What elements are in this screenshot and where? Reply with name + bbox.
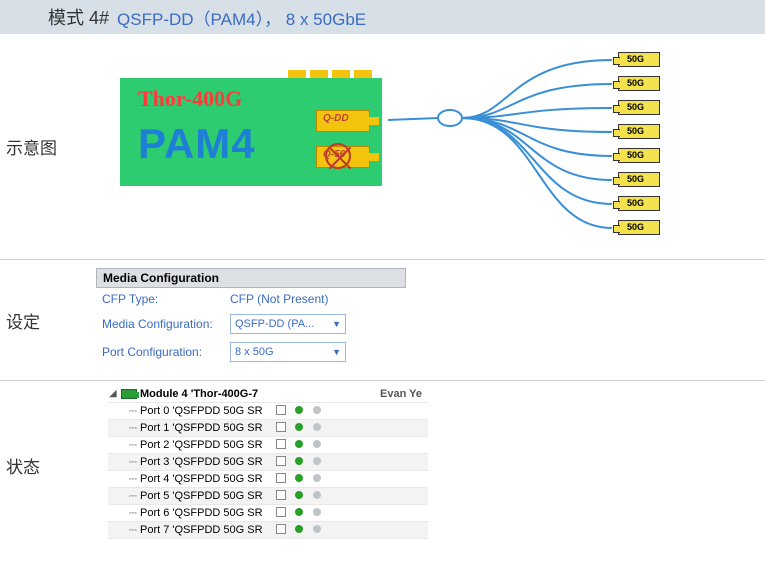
settings-select[interactable]: QSFP-DD (PA... ▼ — [230, 314, 346, 334]
settings-label: Media Configuration: — [102, 317, 230, 331]
led-grey-icon — [313, 491, 321, 499]
media-config-title: Media Configuration — [96, 268, 406, 288]
port-row[interactable]: ⎓Port 5 'QSFPDD 50G SR — [108, 488, 428, 505]
port-checkbox[interactable] — [276, 490, 286, 500]
media-config-panel: Media Configuration CFP Type:CFP (Not Pr… — [96, 268, 406, 366]
port-icon: ⎓ — [126, 406, 140, 417]
module-icon — [121, 389, 137, 399]
port-icon: ⎓ — [126, 525, 140, 536]
settings-row-2: Port Configuration: 8 x 50G ▼ — [96, 338, 406, 366]
settings-row-0: CFP Type:CFP (Not Present) — [96, 288, 406, 310]
sfp-module-5: 50G — [618, 172, 660, 187]
header-bar: 模式 4# QSFP-DD（PAM4）， 8 x 50GbE — [0, 0, 765, 34]
port-row[interactable]: ⎓Port 0 'QSFPDD 50G SR — [108, 403, 428, 420]
status-tree: ◢ Module 4 'Thor-400G-7 Evan Ye ⎓Port 0 … — [108, 385, 428, 539]
nic-card: Thor-400G PAM4 Q-DD Q-56 — [120, 78, 382, 186]
mode-label: 模式 4# — [48, 4, 109, 30]
led-grey-icon — [313, 440, 321, 448]
port-q56: Q-56 — [316, 146, 370, 168]
port-row[interactable]: ⎓Port 1 'QSFPDD 50G SR — [108, 420, 428, 437]
sfp-module-1: 50G — [618, 76, 660, 91]
led-green-icon — [295, 457, 303, 465]
port-checkbox[interactable] — [276, 524, 286, 534]
port-qdd-label: Q-DD — [323, 113, 349, 124]
port-icon: ⎓ — [126, 508, 140, 519]
led-grey-icon — [313, 474, 321, 482]
port-q56-pin — [369, 153, 379, 161]
sfp-module-6: 50G — [618, 196, 660, 211]
led-grey-icon — [313, 457, 321, 465]
sfp-module-3: 50G — [618, 124, 660, 139]
led-green-icon — [295, 423, 303, 431]
module-name: Module 4 'Thor-400G-7 — [140, 388, 272, 400]
led-grey-icon — [313, 423, 321, 431]
port-checkbox[interactable] — [276, 456, 286, 466]
port-row[interactable]: ⎓Port 7 'QSFPDD 50G SR — [108, 522, 428, 539]
port-q56-disabled-icon — [325, 143, 351, 169]
mode-spec: QSFP-DD（PAM4）， 8 x 50GbE — [117, 5, 366, 30]
led-green-icon — [295, 491, 303, 499]
settings-value: CFP (Not Present) — [230, 292, 328, 306]
port-row[interactable]: ⎓Port 3 'QSFPDD 50G SR — [108, 454, 428, 471]
led-green-icon — [295, 525, 303, 533]
card-title: Thor-400G — [138, 86, 242, 112]
port-checkbox[interactable] — [276, 422, 286, 432]
select-value: 8 x 50G — [235, 346, 274, 358]
sfp-module-4: 50G — [618, 148, 660, 163]
port-row[interactable]: ⎓Port 2 'QSFPDD 50G SR — [108, 437, 428, 454]
section-diagram-label: 示意图 — [0, 34, 80, 259]
settings-label: Port Configuration: — [102, 345, 230, 359]
port-name: Port 7 'QSFPDD 50G SR — [140, 524, 272, 536]
sfp-module-0: 50G — [618, 52, 660, 67]
sfp-module-7: 50G — [618, 220, 660, 235]
port-qdd-pin — [369, 117, 379, 125]
card-gold-fingers — [288, 70, 378, 78]
diagram-area: Thor-400G PAM4 Q-DD Q-56 50G 50G 50G 50G 50G… — [90, 40, 755, 253]
settings-row-1: Media Configuration: QSFP-DD (PA... ▼ — [96, 310, 406, 338]
settings-label: CFP Type: — [102, 292, 230, 306]
card-pam4-label: PAM4 — [138, 120, 256, 168]
port-name: Port 6 'QSFPDD 50G SR — [140, 507, 272, 519]
section-diagram: 示意图 Thor-400G PAM4 Q-DD Q-56 — [0, 34, 765, 260]
port-name: Port 1 'QSFPDD 50G SR — [140, 422, 272, 434]
port-name: Port 0 'QSFPDD 50G SR — [140, 405, 272, 417]
port-row[interactable]: ⎓Port 6 'QSFPDD 50G SR — [108, 505, 428, 522]
sfp-module-2: 50G — [618, 100, 660, 115]
port-name: Port 3 'QSFPDD 50G SR — [140, 456, 272, 468]
port-checkbox[interactable] — [276, 405, 286, 415]
led-green-icon — [295, 440, 303, 448]
port-icon: ⎓ — [126, 423, 140, 434]
section-status-label: 状态 — [0, 381, 80, 549]
port-checkbox[interactable] — [276, 473, 286, 483]
led-green-icon — [295, 474, 303, 482]
port-name: Port 5 'QSFPDD 50G SR — [140, 490, 272, 502]
settings-select[interactable]: 8 x 50G ▼ — [230, 342, 346, 362]
chevron-down-icon: ▼ — [332, 319, 341, 329]
led-green-icon — [295, 406, 303, 414]
led-grey-icon — [313, 508, 321, 516]
port-name: Port 4 'QSFPDD 50G SR — [140, 473, 272, 485]
port-icon: ⎓ — [126, 491, 140, 502]
led-grey-icon — [313, 525, 321, 533]
led-grey-icon — [313, 406, 321, 414]
port-qdd: Q-DD — [316, 110, 370, 132]
port-checkbox[interactable] — [276, 439, 286, 449]
port-checkbox[interactable] — [276, 507, 286, 517]
port-icon: ⎓ — [126, 474, 140, 485]
port-row[interactable]: ⎓Port 4 'QSFPDD 50G SR — [108, 471, 428, 488]
section-settings-label: 设定 — [0, 260, 80, 380]
led-green-icon — [295, 508, 303, 516]
port-icon: ⎓ — [126, 440, 140, 451]
section-settings: 设定 Media Configuration CFP Type:CFP (Not… — [0, 260, 765, 381]
section-status: 状态 ◢ Module 4 'Thor-400G-7 Evan Ye ⎓Port… — [0, 381, 765, 549]
port-icon: ⎓ — [126, 457, 140, 468]
module-row[interactable]: ◢ Module 4 'Thor-400G-7 Evan Ye — [108, 385, 428, 403]
chevron-down-icon: ▼ — [332, 347, 341, 357]
port-name: Port 2 'QSFPDD 50G SR — [140, 439, 272, 451]
module-owner: Evan Ye — [272, 388, 428, 400]
collapse-icon[interactable]: ◢ — [108, 388, 118, 399]
select-value: QSFP-DD (PA... — [235, 318, 314, 330]
